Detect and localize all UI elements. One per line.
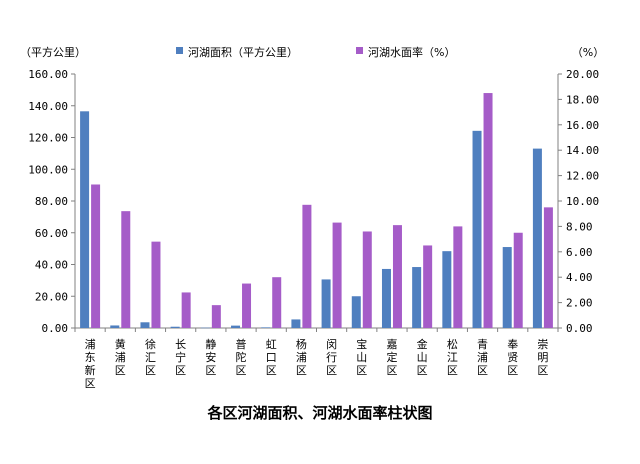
bar-rate-16 [543, 207, 553, 328]
bar-rate-5 [211, 305, 221, 328]
left-tick-label: 20.00 [35, 290, 68, 303]
right-tick-label: 4.00 [566, 271, 593, 284]
bar-area-15 [502, 247, 512, 328]
left-tick-label: 0.00 [42, 322, 69, 335]
right-tick-label: 6.00 [566, 246, 593, 259]
left-tick-label: 100.00 [28, 163, 68, 176]
right-tick-label: 14.00 [566, 144, 599, 157]
category-label: 闵行区 [326, 337, 337, 377]
bar-rate-11 [392, 225, 402, 328]
category-label: 金山区 [417, 337, 428, 377]
category-label: 宝山区 [356, 337, 367, 377]
right-tick-label: 10.00 [566, 195, 599, 208]
bar-area-4 [170, 326, 180, 328]
right-tick-label: 2.00 [566, 297, 593, 310]
bar-area-6 [231, 325, 241, 328]
right-axis-unit: （%） [572, 46, 604, 59]
right-tick-label: 18.00 [566, 93, 599, 106]
legend-label-rate: 河湖水面率（%） [368, 45, 455, 59]
right-tick-label: 8.00 [566, 220, 593, 233]
bar-rate-4 [181, 292, 191, 328]
bar-rate-15 [513, 232, 523, 328]
category-label: 黄浦区 [115, 337, 126, 377]
left-tick-label: 140.00 [28, 100, 68, 113]
right-tick-label: 20.00 [566, 68, 599, 81]
bar-area-10 [351, 296, 361, 328]
bar-rate-12 [423, 245, 433, 328]
bar-rate-10 [362, 231, 372, 328]
category-label: 静安区 [205, 337, 216, 377]
bar-area-12 [412, 267, 422, 328]
bar-rate-9 [332, 222, 342, 328]
category-label: 长宁区 [175, 338, 186, 377]
category-label: 杨浦区 [296, 337, 307, 377]
right-tick-label: 12.00 [566, 170, 599, 183]
bar-rate-14 [483, 93, 493, 328]
legend-label-area: 河湖面积（平方公里） [188, 45, 298, 59]
left-tick-label: 120.00 [28, 132, 68, 145]
left-tick-label: 40.00 [35, 259, 68, 272]
bar-area-3 [140, 322, 150, 328]
bar-area-14 [472, 130, 482, 328]
left-tick-label: 60.00 [35, 227, 68, 240]
bar-rate-8 [302, 204, 312, 328]
bar-area-13 [442, 251, 452, 328]
category-label: 普陀区 [236, 337, 247, 377]
bar-rate-2 [121, 211, 131, 328]
bar-area-1 [80, 111, 90, 329]
bar-area-2 [110, 325, 120, 328]
category-label: 徐汇区 [145, 337, 156, 377]
category-label: 崇明区 [537, 338, 548, 377]
right-tick-label: 16.00 [566, 119, 599, 132]
legend-swatch-area [176, 47, 183, 54]
bar-rate-13 [453, 226, 463, 328]
left-tick-label: 160.00 [28, 68, 68, 81]
category-label: 松江区 [447, 337, 458, 377]
bar-rate-1 [91, 184, 101, 328]
category-label: 青浦区 [477, 338, 488, 377]
bar-rate-3 [151, 241, 161, 328]
left-tick-label: 80.00 [35, 195, 68, 208]
category-label: 奉贤区 [507, 337, 518, 377]
bar-area-8 [291, 319, 301, 328]
bar-area-11 [381, 268, 391, 328]
category-label: 嘉定区 [386, 337, 397, 377]
bar-rate-6 [242, 283, 252, 328]
category-label: 浦东新区 [85, 338, 96, 390]
bar-area-16 [532, 148, 542, 328]
left-axis-unit: （平方公里） [20, 45, 86, 59]
bar-area-7 [261, 327, 271, 328]
bar-area-5 [200, 327, 210, 329]
right-tick-label: 0.00 [566, 322, 593, 335]
chart-title: 各区河湖面积、河湖水面率柱状图 [206, 404, 432, 422]
legend-swatch-rate [356, 47, 363, 54]
bar-rate-7 [272, 277, 282, 328]
category-label: 虹口区 [266, 338, 277, 377]
bar-area-9 [321, 279, 331, 328]
